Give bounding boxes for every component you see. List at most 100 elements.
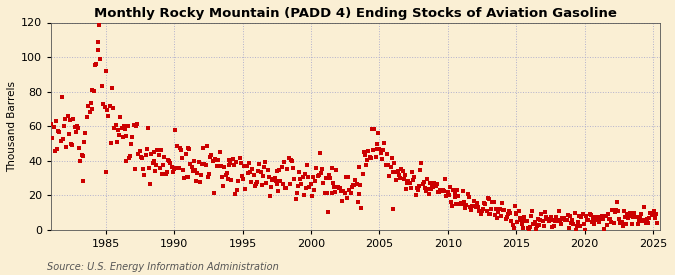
Point [448, 188, 459, 192]
Point [454, 201, 465, 206]
Point [138, 167, 148, 171]
Point [192, 171, 202, 175]
Point [167, 170, 178, 175]
Point [367, 127, 377, 131]
Point [608, 221, 619, 225]
Point [134, 149, 145, 153]
Point [104, 104, 115, 109]
Point [155, 147, 166, 152]
Point [582, 218, 593, 222]
Point [212, 164, 223, 168]
Point [62, 114, 73, 118]
Point [572, 224, 583, 228]
Point [109, 125, 119, 130]
Point [117, 135, 128, 140]
Point [277, 182, 288, 186]
Point [242, 171, 253, 175]
Point [70, 130, 81, 134]
Point [625, 214, 636, 218]
Point [155, 166, 165, 171]
Point [475, 211, 486, 216]
Point [450, 202, 461, 206]
Point [566, 221, 576, 225]
Point [565, 214, 576, 218]
Point [576, 214, 587, 219]
Point [191, 178, 202, 183]
Point [313, 174, 323, 178]
Point [433, 190, 443, 194]
Point [231, 160, 242, 165]
Point [187, 169, 198, 174]
Point [384, 173, 395, 178]
Point [511, 211, 522, 216]
Point [271, 182, 282, 187]
Point [266, 185, 277, 189]
Point [310, 178, 321, 183]
Point [152, 147, 163, 152]
Point [144, 166, 155, 170]
Point [295, 177, 306, 182]
Point [286, 158, 296, 162]
Point [136, 155, 146, 159]
Point [483, 196, 493, 200]
Point [236, 160, 246, 165]
Point [610, 208, 621, 212]
Point [373, 131, 383, 135]
Point [505, 211, 516, 215]
Point [612, 200, 622, 204]
Point [319, 191, 330, 195]
Point [90, 63, 101, 67]
Point [396, 167, 407, 171]
Point [346, 185, 357, 189]
Point [330, 190, 341, 194]
Point [558, 216, 568, 221]
Point [610, 209, 620, 214]
Point [580, 228, 591, 232]
Point [483, 197, 494, 201]
Point [494, 207, 505, 211]
Point [577, 212, 588, 216]
Point [103, 114, 114, 118]
Point [281, 186, 292, 190]
Point [114, 132, 125, 137]
Point [256, 183, 267, 187]
Point [176, 148, 186, 152]
Point [456, 202, 467, 207]
Point [524, 224, 535, 229]
Point [267, 177, 277, 182]
Point [148, 150, 159, 155]
Point [253, 169, 264, 174]
Point [499, 207, 510, 212]
Point [355, 182, 366, 187]
Point [645, 211, 655, 216]
Point [219, 164, 230, 169]
Point [538, 224, 549, 229]
Title: Monthly Rocky Mountain (PADD 4) Ending Stocks of Aviation Gasoline: Monthly Rocky Mountain (PADD 4) Ending S… [94, 7, 617, 20]
Point [65, 118, 76, 123]
Point [518, 226, 529, 230]
Point [651, 212, 661, 216]
Point [225, 161, 236, 166]
Point [452, 188, 462, 192]
Point [227, 157, 238, 161]
Point [331, 168, 342, 172]
Point [589, 222, 599, 226]
Point [564, 226, 574, 230]
Point [607, 208, 618, 212]
Point [516, 222, 527, 226]
Point [279, 160, 290, 164]
Point [161, 170, 172, 174]
Point [568, 222, 579, 227]
Point [284, 182, 295, 186]
Point [560, 218, 571, 222]
Point [283, 155, 294, 160]
Point [342, 196, 352, 200]
Point [211, 157, 221, 162]
Point [244, 161, 254, 165]
Point [95, 57, 106, 61]
Point [492, 216, 503, 220]
Point [547, 218, 558, 222]
Point [430, 184, 441, 188]
Point [55, 139, 66, 143]
Point [186, 165, 197, 169]
